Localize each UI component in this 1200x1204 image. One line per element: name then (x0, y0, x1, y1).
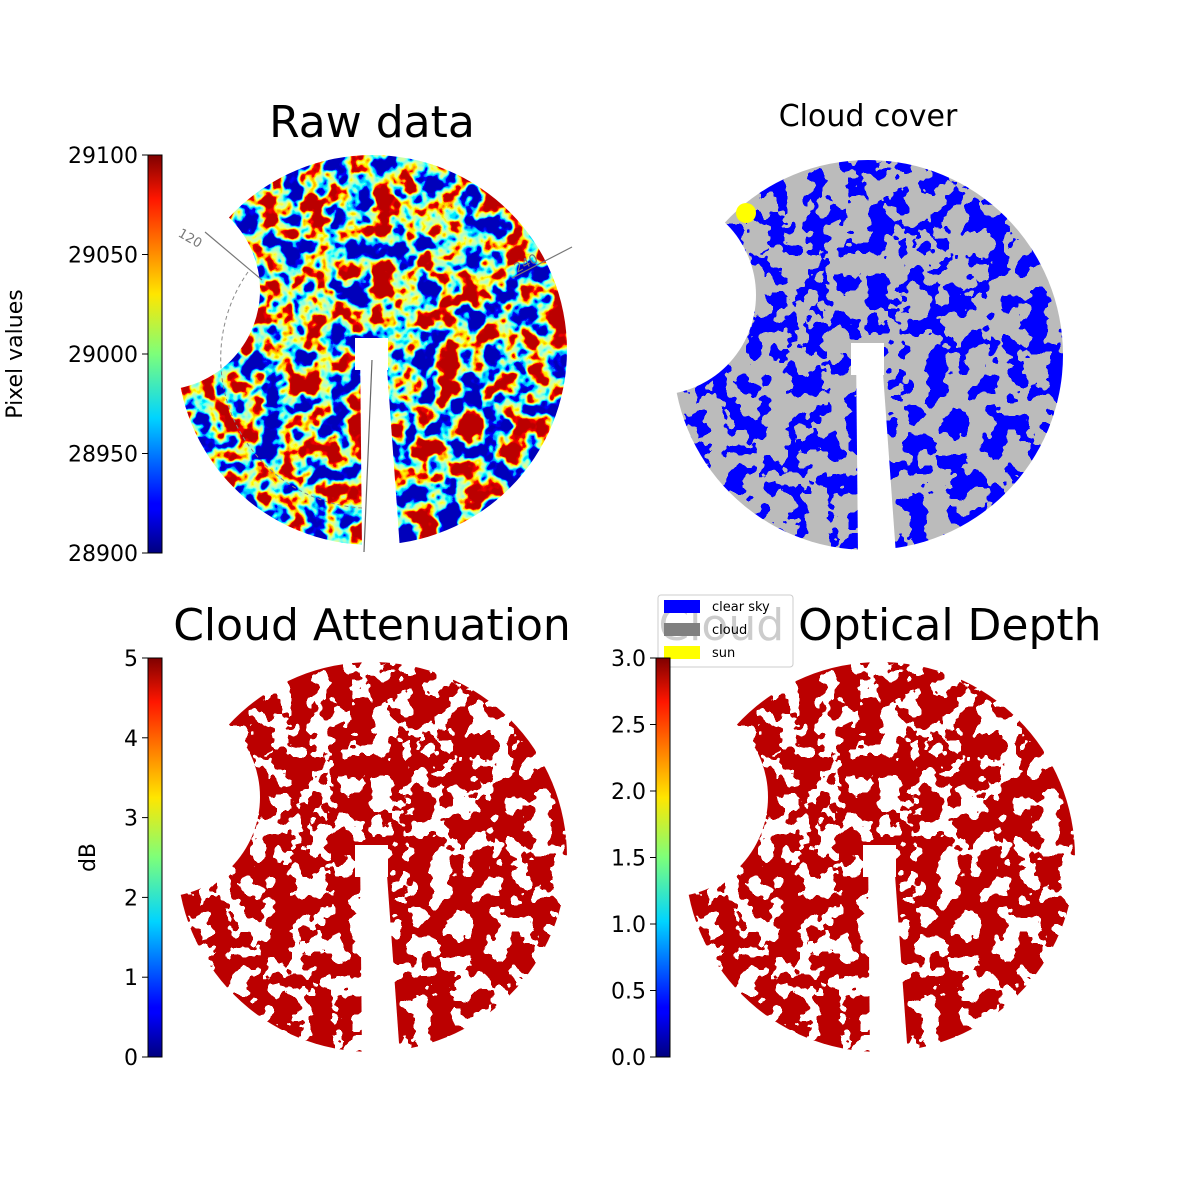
colorbar-tick-label: 28900 (68, 542, 138, 567)
chart-title: Cloud Attenuation (173, 600, 571, 651)
legend-swatch (664, 646, 700, 659)
colorbar-tick-label: 2 (124, 886, 138, 911)
optical-depth-image (680, 657, 1080, 1057)
colorbar-tick-label: 28950 (68, 443, 138, 468)
colorbar-tick-label: 1.0 (611, 913, 646, 938)
attenuation-image (172, 657, 572, 1057)
legend-label: cloud (712, 623, 747, 638)
colorbar-tick-label: 0 (124, 1046, 138, 1071)
raw-image (172, 150, 572, 550)
colorbar-label: Pixel values (3, 289, 28, 418)
chart-title: Cloud cover (779, 99, 958, 134)
colorbar-tick-label: 29000 (68, 343, 138, 368)
chart-title: Raw data (269, 97, 475, 148)
polar-line (363, 359, 373, 553)
colorbar (147, 154, 163, 554)
legend-label: sun (712, 646, 735, 661)
colorbar-tick-label: 29050 (68, 244, 138, 269)
polar-line (204, 231, 263, 281)
legend-label: clear sky (712, 600, 770, 615)
colorbar-tick-label: 0.5 (611, 980, 646, 1005)
colorbar-tick-label: 5 (124, 647, 138, 672)
colorbar-tick-label: 3.0 (611, 647, 646, 672)
legend-swatch (664, 623, 700, 636)
colorbar-tick-label: 4 (124, 727, 138, 752)
colorbar (655, 657, 671, 1058)
cloud-image (668, 155, 1068, 555)
colorbar-tick-label: 2.0 (611, 780, 646, 805)
colorbar-tick-label: 29100 (68, 144, 138, 169)
legend: clear sky cloud sun (657, 594, 794, 668)
colorbar-tick-label: 1 (124, 966, 138, 991)
sun-marker (736, 203, 756, 223)
colorbar-tick-label: 1.5 (611, 847, 646, 872)
legend-swatch (664, 600, 700, 613)
colorbar-tick-label: 2.5 (611, 714, 646, 739)
colorbar-label: dB (76, 843, 101, 872)
colorbar-tick-label: 0.0 (611, 1046, 646, 1071)
colorbar (147, 657, 163, 1058)
colorbar-tick-label: 3 (124, 807, 138, 832)
polar-line (511, 246, 573, 279)
